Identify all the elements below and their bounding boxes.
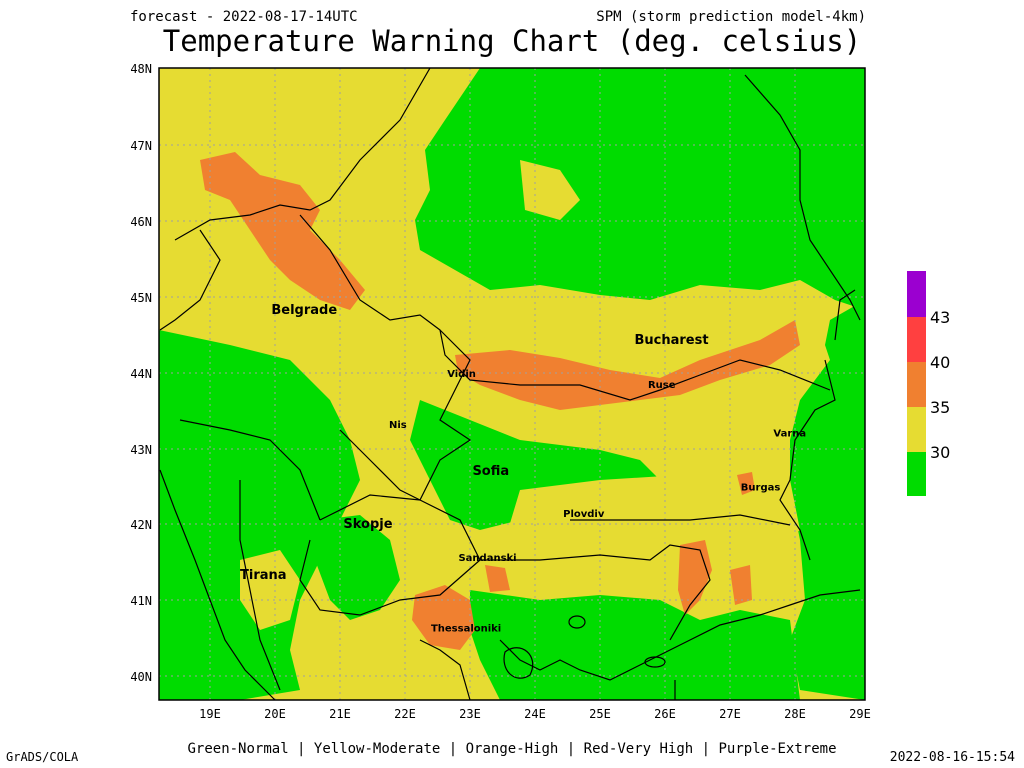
lon-tick-28e: 28E [784,707,806,721]
green-zone-north-spot [430,140,500,200]
chart-title: Temperature Warning Chart (deg. celsius) [162,24,862,58]
lat-tick-48n: 48N [130,62,152,76]
lat-tick-44n: 44N [130,367,152,381]
lat-tick-46n: 46N [130,215,152,229]
lon-tick-25e: 25E [589,707,611,721]
lon-tick-20e: 20E [264,707,286,721]
generation-timestamp: 2022-08-16-15:54 [889,750,1015,765]
colorbar-label-40: 40 [930,353,950,372]
lon-tick-27e: 27E [719,707,741,721]
colorbar-very-high-swatch [907,317,926,362]
city-label-ruse: Ruse [648,380,676,391]
colorbar: 43 40 35 30 [907,271,950,496]
city-label-skopje: Skopje [343,517,392,532]
city-label-vidin: Vidin [447,369,476,380]
green-zone-south [470,590,800,700]
green-zone-romania [415,68,865,310]
lon-tick-24e: 24E [524,707,546,721]
colorbar-label-35: 35 [930,398,950,417]
colorbar-normal-swatch [907,452,926,496]
green-zone-west [159,330,360,700]
yellow-zone-albania [240,550,300,630]
orange-zone-east-thrace [730,565,752,605]
colorbar-moderate-swatch [907,407,926,452]
lon-tick-22e: 22E [394,707,416,721]
city-label-plovdiv: Plovdiv [563,509,605,520]
city-label-bucharest: Bucharest [634,333,708,348]
orange-zone-danube [455,320,800,410]
map-grid [159,68,865,700]
lon-tick-19e: 19E [199,707,221,721]
lat-tick-45n: 45N [130,291,152,305]
lon-tick-29e: 29E [849,707,871,721]
model-label: SPM (storm prediction model-4km) [596,9,866,25]
forecast-time-label: forecast - 2022-08-17-14UTC [130,9,358,25]
city-label-varna: Varna [773,428,806,439]
map-frame [158,67,866,701]
orange-zone-sandanski [485,565,510,592]
lat-tick-42n: 42N [130,518,152,532]
country-borders [159,68,861,700]
city-label-belgrade: Belgrade [271,303,337,318]
city-labels: Belgrade Bucharest Vidin Ruse Nis Varna Sofia B… [240,303,806,634]
orange-zone-thessaloniki [412,585,475,650]
city-label-thessaloniki: Thessaloniki [431,623,501,634]
green-zone-macedonia [315,515,400,620]
city-label-sandanski: Sandanski [458,553,516,564]
orange-zone-north [200,152,365,310]
grads-credit: GrADS/COLA [6,750,79,764]
city-label-tirana: Tirana [240,568,287,583]
colorbar-label-43: 43 [930,308,950,327]
yellow-zone-north-west [520,160,580,220]
legend-description: Green-Normal | Yellow-Moderate | Orange-… [187,741,837,757]
lat-tick-41n: 41N [130,594,152,608]
lat-tick-40n: 40N [130,670,152,684]
temperature-field [159,68,865,700]
city-label-sofia: Sofia [472,464,509,479]
lat-tick-47n: 47N [130,139,152,153]
colorbar-high-swatch [907,362,926,407]
lon-tick-23e: 23E [459,707,481,721]
longitude-ticks: 19E 20E 21E 22E 23E 24E 25E 26E 27E 28E … [199,707,871,721]
orange-zone-burgas [737,472,755,495]
lat-tick-43n: 43N [130,443,152,457]
city-label-burgas: Burgas [741,482,781,493]
colorbar-label-30: 30 [930,443,950,462]
lon-tick-26e: 26E [654,707,676,721]
city-label-nis: Nis [389,420,407,431]
colorbar-extreme-swatch [907,271,926,317]
lon-tick-21e: 21E [329,707,351,721]
latitude-ticks: 48N 47N 46N 45N 44N 43N 42N 41N 40N [130,62,152,684]
